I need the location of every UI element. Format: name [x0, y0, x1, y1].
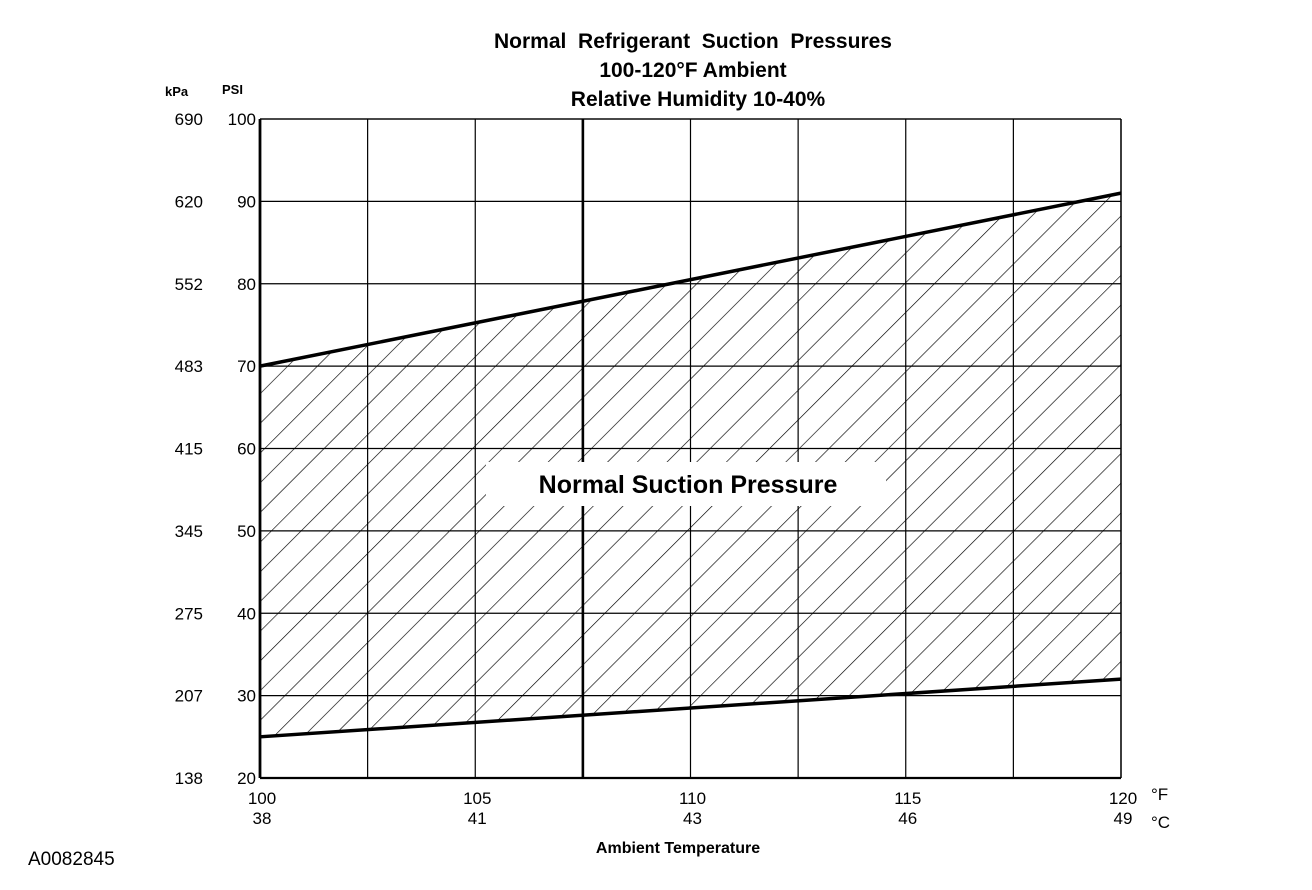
- y-tick-kpa-275: 275: [175, 604, 203, 623]
- plot-frame: [258, 118, 1122, 780]
- y-tick-psi-30: 30: [237, 687, 256, 706]
- y-tick-psi-60: 60: [237, 440, 256, 459]
- y-tick-labels: 100 690 90 620 80 552 70 483 60 415 50 345 40 275 30 20…: [175, 110, 256, 788]
- x-tick-f-105: 105: [463, 789, 491, 808]
- y-tick-psi-20: 20: [237, 769, 256, 788]
- y-unit-psi: PSI: [222, 82, 243, 97]
- figure-id: A0082845: [28, 849, 115, 870]
- y-tick-psi-40: 40: [237, 604, 256, 623]
- x-tick-f-115: 115: [894, 789, 921, 808]
- y-unit-kpa: kPa: [165, 84, 189, 99]
- x-tick-c-46: 46: [898, 809, 917, 828]
- x-unit-celsius: °C: [1151, 813, 1170, 832]
- y-tick-kpa-345: 345: [175, 522, 203, 541]
- lower-bound-line: [259, 677, 1122, 739]
- region-label: Normal Suction Pressure: [539, 471, 838, 499]
- y-tick-psi-50: 50: [237, 522, 256, 541]
- x-tick-c-41: 41: [468, 809, 487, 828]
- y-tick-kpa-138: 138: [175, 769, 203, 788]
- y-tick-kpa-207: 207: [175, 687, 203, 706]
- y-tick-psi-80: 80: [237, 275, 256, 294]
- x-tick-f-110: 110: [679, 789, 706, 808]
- x-tick-c-49: 49: [1114, 809, 1133, 828]
- x-tick-f-120: 120: [1109, 789, 1137, 808]
- x-axis-title: Ambient Temperature: [596, 840, 760, 857]
- x-tick-c-43: 43: [683, 809, 702, 828]
- chart-title-line-2: 100-120°F Ambient: [599, 59, 786, 82]
- y-tick-psi-100: 100: [228, 110, 256, 129]
- y-tick-psi-90: 90: [237, 192, 256, 211]
- y-tick-kpa-690: 690: [175, 110, 203, 129]
- x-tick-c-38: 38: [253, 809, 272, 828]
- upper-bound-line: [259, 191, 1122, 368]
- bound-lines: [259, 191, 1122, 739]
- chart-title-line-3: Relative Humidity 10-40%: [571, 88, 826, 111]
- chart-title-line-1: Normal Refrigerant Suction Pressures: [494, 30, 892, 53]
- y-tick-kpa-483: 483: [175, 357, 203, 376]
- y-tick-psi-70: 70: [237, 357, 256, 376]
- y-tick-kpa-620: 620: [175, 192, 203, 211]
- x-unit-fahrenheit: °F: [1151, 785, 1168, 804]
- region-label-background: [486, 462, 886, 506]
- x-tick-f-100: 100: [248, 789, 276, 808]
- y-tick-kpa-552: 552: [175, 275, 203, 294]
- y-tick-kpa-415: 415: [175, 440, 203, 459]
